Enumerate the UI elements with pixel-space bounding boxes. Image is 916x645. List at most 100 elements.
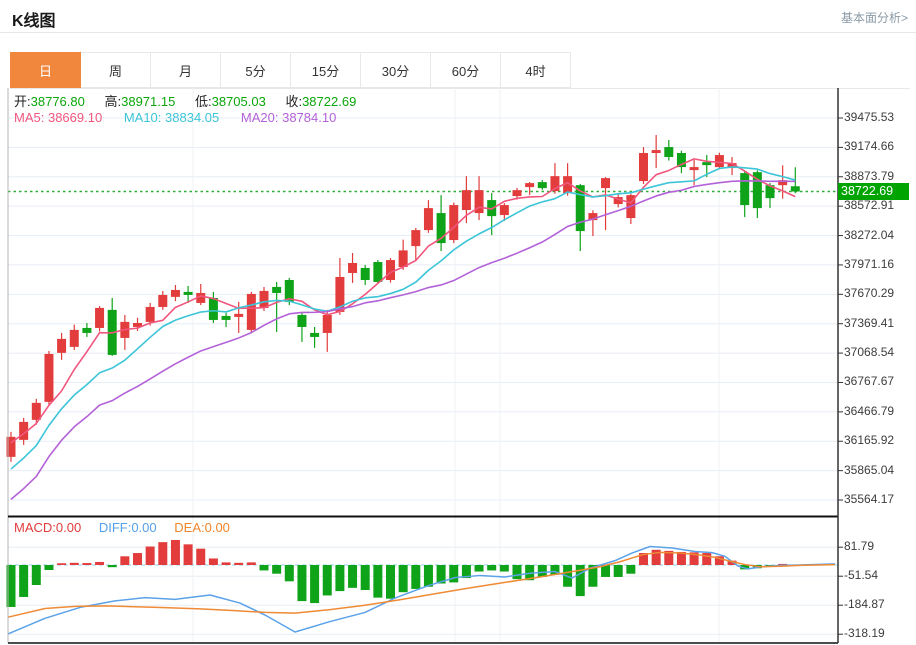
macd-bar [714, 556, 724, 565]
title-bar: K线图 基本面分析> [0, 0, 916, 33]
macd-bar [82, 563, 92, 565]
macd-bar [575, 565, 585, 597]
macd-bar [57, 563, 67, 565]
candle-body [689, 167, 699, 171]
macd-bar [297, 565, 307, 602]
macd-bar [272, 565, 282, 574]
macd-bar [499, 565, 509, 572]
fundamental-analysis-link[interactable]: 基本面分析> [840, 11, 908, 25]
tab-15min[interactable]: 15分 [291, 52, 361, 88]
candle-body [221, 315, 231, 320]
candle-body [714, 155, 724, 168]
candle-body [461, 190, 471, 211]
y-axis-label: 38272.04 [844, 227, 895, 242]
candle-body [449, 205, 459, 241]
candle-body [170, 289, 180, 297]
macd-value: MACD:0.00 [14, 520, 82, 535]
candle-body [44, 353, 54, 402]
y-axis-label: 39475.53 [844, 110, 895, 124]
ma20-line [10, 179, 796, 500]
macd-bar [639, 553, 648, 565]
macd-bar [259, 565, 269, 571]
tab-60min[interactable]: 60分 [431, 52, 501, 88]
y-axis-label: 35564.17 [844, 492, 895, 507]
candle-body [196, 292, 206, 303]
candle-body [82, 327, 92, 333]
macd-bar [107, 565, 117, 568]
candle-body [133, 322, 142, 327]
candle-body [95, 307, 105, 328]
macd-bar [461, 565, 471, 579]
candle-body [6, 436, 16, 457]
candle-body [69, 329, 79, 347]
macd-bar [221, 562, 231, 565]
y-axis-label: 37971.16 [844, 256, 895, 271]
candle-body [322, 314, 332, 333]
y-axis-label: 37369.41 [844, 315, 895, 330]
macd-bar [69, 562, 79, 565]
close-value: 38722.69 [302, 94, 357, 109]
tab-4hour[interactable]: 4时 [501, 52, 571, 88]
candle-body [310, 332, 320, 337]
tab-week[interactable]: 周 [81, 52, 151, 88]
macd-bar [170, 539, 180, 565]
candle-body [563, 176, 573, 194]
candle-body [575, 185, 585, 232]
candle-body [613, 197, 623, 205]
macd-bar [284, 565, 294, 582]
macd-bar [651, 549, 661, 565]
candle-body [790, 186, 800, 192]
candle-body [208, 297, 218, 320]
macd-bar [133, 553, 142, 565]
candle-body [702, 162, 712, 166]
macd-bar [588, 565, 598, 587]
candle-body [550, 176, 560, 192]
y-axis-label: 38572.91 [844, 198, 895, 213]
macd-bar [676, 551, 686, 565]
y-axis-label: 37068.54 [844, 345, 895, 360]
candle-body [259, 290, 269, 308]
macd-bar [335, 565, 345, 592]
tab-day[interactable]: 日 [10, 52, 81, 88]
macd-bar [727, 560, 737, 565]
candle-body [373, 262, 383, 282]
tab-30min[interactable]: 30分 [361, 52, 431, 88]
candle-body [297, 314, 307, 327]
macd-bar [601, 565, 611, 577]
candle-body [398, 250, 408, 267]
candle-body [31, 402, 41, 420]
macd-bar [360, 565, 370, 591]
macd-bar [537, 565, 547, 577]
y-axis-label: -51.54 [844, 568, 879, 583]
y-axis-label: 39174.66 [844, 139, 895, 154]
candle-body [335, 276, 345, 312]
tab-5min[interactable]: 5分 [221, 52, 291, 88]
macd-bar [120, 556, 130, 565]
candle-body [183, 291, 193, 295]
candle-body [512, 190, 522, 197]
y-axis-label: 35865.04 [844, 462, 895, 477]
candle-body [601, 178, 611, 189]
candle-body [639, 153, 648, 182]
macd-bar [234, 562, 244, 565]
candle-body [145, 306, 155, 322]
candle-body [752, 172, 762, 209]
macd-bar [19, 565, 29, 597]
candle-body [525, 183, 535, 188]
dea-line [7, 551, 836, 618]
current-price-badge: 38722.69 [838, 183, 909, 201]
y-axis-label: 36767.67 [844, 374, 895, 389]
macd-bar [411, 565, 421, 589]
y-axis: 39475.53 39174.66 38873.79 38572.91 38272.04… [844, 0, 916, 645]
macd-bar [44, 565, 54, 571]
macd-bar [348, 565, 358, 588]
y-axis-label: -318.19 [844, 626, 885, 641]
macd-bar [145, 546, 155, 565]
candle-body [411, 230, 421, 247]
macd-bar [778, 563, 788, 565]
low-label: 低: [194, 94, 212, 109]
ma10-readout: MA10: 38834.05 [123, 110, 220, 125]
candle-body [676, 153, 686, 168]
tab-month[interactable]: 月 [151, 52, 221, 88]
